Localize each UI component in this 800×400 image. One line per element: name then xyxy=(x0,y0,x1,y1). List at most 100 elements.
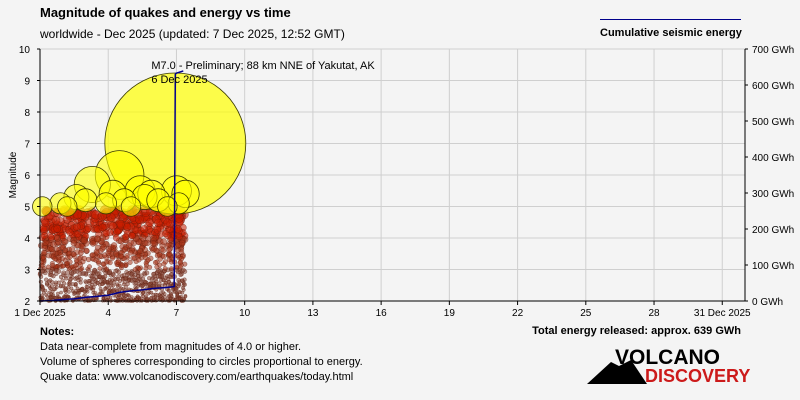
major-quake-point xyxy=(73,188,98,213)
minor-quake-point xyxy=(55,255,62,261)
y2-tick-label: 200 GWh xyxy=(752,225,794,236)
minor-quake-point xyxy=(54,296,58,300)
minor-quake-point xyxy=(117,283,122,288)
minor-quake-point xyxy=(74,257,80,263)
minor-quake-point xyxy=(84,224,93,232)
x-tick-label: 31 Dec 2025 xyxy=(694,308,751,319)
minor-quake-point xyxy=(67,254,73,260)
energy-series-line xyxy=(39,70,184,302)
minor-quake-point xyxy=(163,218,172,227)
minor-quake-point xyxy=(83,247,90,254)
minor-quake-point xyxy=(174,213,184,223)
minor-quake-point xyxy=(162,229,170,238)
minor-quake-point xyxy=(139,273,144,278)
logo-word-volcano: VOLCANO xyxy=(615,346,720,369)
minor-quake-point xyxy=(80,237,88,244)
minor-quake-point xyxy=(83,292,87,297)
minor-quake-point xyxy=(163,295,167,299)
minor-quake-point xyxy=(152,281,157,286)
minor-quake-point xyxy=(124,284,128,289)
minor-quake-point xyxy=(97,266,103,271)
minor-quake-point xyxy=(86,268,91,273)
minor-quake-point xyxy=(86,279,91,284)
minor-quake-point xyxy=(128,232,136,240)
minor-quake-point xyxy=(126,242,133,249)
minor-quake-point xyxy=(78,267,84,272)
minor-quake-point xyxy=(113,227,121,236)
minor-quake-point xyxy=(116,220,125,229)
minor-quake-point xyxy=(44,293,48,297)
minor-quake-point xyxy=(42,239,49,247)
x-tick-label: 10 xyxy=(239,308,251,319)
major-quake-point xyxy=(57,196,78,217)
x-tick-label: 25 xyxy=(580,308,592,319)
minor-quake-point xyxy=(179,239,186,247)
notes-line-3: Quake data: www.volcanodiscovery.com/ear… xyxy=(40,371,354,383)
y2-tick-label: 300 GWh xyxy=(752,189,794,200)
minor-quake-point xyxy=(58,283,63,288)
minor-quake-point xyxy=(50,284,54,289)
minor-quake-point xyxy=(131,274,136,279)
minor-quake-point xyxy=(40,269,45,274)
minor-quake-point xyxy=(118,253,124,259)
minor-quake-point xyxy=(122,280,127,285)
minor-quake-point xyxy=(103,287,108,291)
y-tick-label: 2 xyxy=(24,297,30,308)
minor-quake-point xyxy=(178,272,183,277)
minor-quake-point xyxy=(174,267,180,273)
minor-quake-point xyxy=(60,244,66,251)
minor-quake-point xyxy=(101,289,105,294)
minor-quake-point xyxy=(95,271,100,277)
minor-quake-point xyxy=(143,260,149,266)
notes-block: Notes: Data near-complete from magnitude… xyxy=(40,325,363,385)
minor-quake-point xyxy=(144,294,148,298)
minor-quake-point xyxy=(99,282,104,287)
minor-quake-point xyxy=(122,246,128,253)
minor-quake-point xyxy=(102,229,110,237)
y-tick-label: 4 xyxy=(24,234,30,245)
minor-quake-point xyxy=(181,286,185,290)
minor-quake-point xyxy=(149,296,153,300)
minor-quake-point xyxy=(80,287,84,292)
minor-quake-point xyxy=(51,216,61,225)
minor-quake-point xyxy=(90,252,96,258)
x-tick-label: 28 xyxy=(648,308,660,319)
minor-quake-point xyxy=(94,235,101,243)
chart-title: Magnitude of quakes and energy vs time xyxy=(40,5,291,20)
minor-quake-point xyxy=(105,245,112,252)
minor-quake-point xyxy=(107,270,112,275)
minor-quake-point xyxy=(137,248,143,254)
minor-quake-point xyxy=(166,247,172,253)
y-axis-label: Magnitude xyxy=(8,151,19,198)
minor-quake-point xyxy=(65,270,70,275)
minor-quake-point xyxy=(176,284,181,289)
minor-quake-point xyxy=(98,223,107,232)
minor-quake-point xyxy=(47,279,52,284)
minor-quake-point xyxy=(59,290,63,295)
minor-quake-point xyxy=(142,246,148,253)
minor-quake-point xyxy=(119,286,124,291)
minor-quake-point xyxy=(181,267,186,273)
minor-quake-point xyxy=(119,297,123,302)
minor-quake-point xyxy=(162,266,168,271)
minor-quake-point xyxy=(52,287,57,292)
minor-quake-point xyxy=(81,255,87,262)
minor-quake-point xyxy=(62,288,67,293)
minor-quake-point xyxy=(169,266,174,271)
minor-quake-point xyxy=(127,259,133,265)
minor-quake-point xyxy=(137,266,142,272)
minor-quake-point xyxy=(141,291,146,295)
minor-quake-point xyxy=(41,218,50,228)
minor-quake-point xyxy=(81,270,87,276)
minor-quake-point xyxy=(174,287,179,292)
minor-quake-point xyxy=(121,293,126,297)
minor-quake-point xyxy=(104,266,110,272)
x-tick-label: 19 xyxy=(444,308,456,319)
minor-quake-point xyxy=(143,280,148,285)
minor-quake-point xyxy=(56,280,61,285)
minor-quake-point xyxy=(149,277,154,282)
minor-quake-point xyxy=(97,292,101,296)
minor-quake-point xyxy=(46,264,51,270)
